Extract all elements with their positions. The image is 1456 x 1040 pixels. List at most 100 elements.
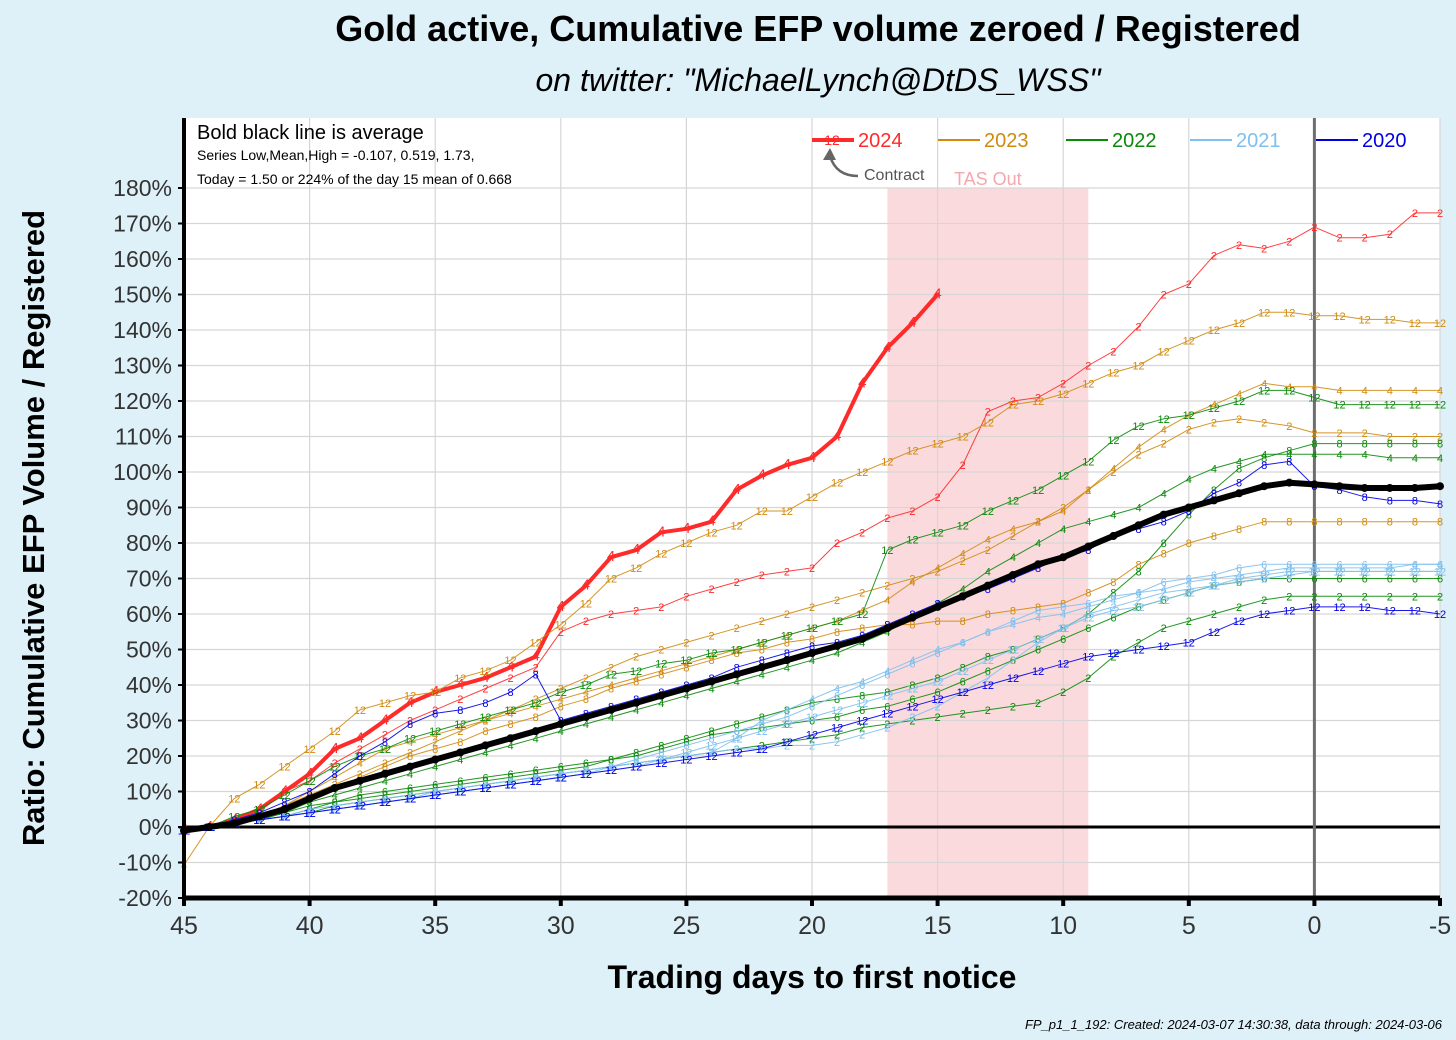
series-point-label: 8 [1060, 598, 1066, 610]
series-point-label: 12 [806, 623, 818, 635]
series-point-label: 2 [1010, 531, 1016, 543]
series-point-label: 12 [504, 779, 516, 791]
average-point [1184, 503, 1193, 512]
series-point-label: 6 [1437, 574, 1443, 586]
series-point-label: 4 [407, 790, 413, 802]
series-point-label: 12 [1132, 361, 1144, 373]
series-point-label: 6 [432, 790, 438, 802]
series-point-label: 2 [281, 787, 287, 799]
series-point-label: 8 [457, 779, 463, 791]
series-point-label: 4 [1437, 559, 1443, 571]
series-point-label: 4 [456, 676, 464, 693]
series-point-label: 6 [683, 737, 689, 749]
series-point-label: 8 [1311, 439, 1317, 451]
series-point-label: 2 [884, 581, 890, 593]
series-point-label: 4 [307, 804, 313, 816]
series-point-label: 8 [734, 648, 740, 660]
series-point-label: 4 [1085, 602, 1091, 614]
series-point-label: 2 [759, 570, 765, 582]
series-point-label: 2 [357, 744, 363, 756]
series-point-label: 6 [784, 712, 790, 724]
x-tick-label: 30 [547, 912, 575, 940]
series-point-label: 4 [908, 314, 916, 331]
series-point-label: 2 [784, 737, 790, 749]
average-point [808, 649, 816, 658]
series-point-label: 4 [533, 701, 539, 713]
series-point-label: 8 [1387, 439, 1393, 451]
series-point-label: 12 [680, 655, 692, 667]
series-point-label: 8 [482, 776, 488, 788]
average-point [1209, 496, 1218, 505]
series-point-label: 6 [633, 755, 639, 767]
series-point-label: 8 [909, 620, 915, 632]
series-point-label: 4 [558, 726, 564, 738]
series-point-label: 8 [1261, 460, 1267, 472]
series-point-label: 8 [1085, 609, 1091, 621]
series-point-label: 4 [1412, 385, 1418, 397]
series-point-label: 6 [909, 659, 915, 671]
series-point-label: 8 [935, 616, 941, 628]
series-point-label: 2 [1010, 655, 1016, 667]
series-point-label: 4 [809, 655, 815, 667]
series-point-label: 2 [432, 787, 438, 799]
series-point-label: 4 [1412, 453, 1418, 465]
average-point [330, 783, 339, 792]
series-point-label: 2 [382, 730, 388, 742]
average-point [1235, 489, 1244, 498]
series-point-label: 2 [784, 609, 790, 621]
series-point-label: 8 [1412, 517, 1418, 529]
series-point-label: 6 [809, 701, 815, 713]
series-point-label: 12 [1434, 318, 1446, 330]
series-point-label: 2 [1060, 503, 1066, 515]
series-point-label: 4 [1362, 563, 1368, 575]
series-point-label: 4 [558, 769, 564, 781]
series-point-label: 8 [1236, 524, 1242, 536]
series-point-label: 4 [1336, 449, 1342, 461]
series-point-label: 12 [781, 506, 793, 518]
y-tick-label: 60% [126, 601, 172, 627]
series-point-label: 12 [278, 811, 290, 823]
average-point [305, 794, 314, 803]
series-point-label: 12 [806, 712, 818, 724]
series-point-label: 4 [633, 673, 639, 685]
series-point-label: 2 [683, 751, 689, 763]
series-point-label: 2 [859, 730, 865, 742]
series-point-label: 2 [1161, 290, 1167, 302]
series-point-label: 2 [1387, 591, 1393, 603]
series-point-label: 2 [809, 563, 815, 575]
series-point-label: 12 [1308, 392, 1320, 404]
series-point-label: 4 [1010, 552, 1016, 564]
series-point-label: 4 [859, 605, 865, 617]
series-point-label: 4 [1161, 584, 1167, 596]
series-point-label: 4 [1336, 563, 1342, 575]
series-point-label: 2 [909, 716, 915, 728]
series-point-label: 6 [482, 783, 488, 795]
series-point-label: 8 [583, 762, 589, 774]
series-point-label: 4 [784, 705, 790, 717]
y-tick-label: 100% [113, 459, 172, 485]
series-point-label: 12 [1233, 616, 1245, 628]
series-point-label: 12 [404, 794, 416, 806]
series-point-label: 12 [906, 701, 918, 713]
series-point-label: 2 [1336, 566, 1342, 578]
series-point-label: 8 [859, 623, 865, 635]
series-point-label: 2 [1286, 421, 1292, 433]
series-point-label: 6 [708, 733, 714, 745]
series-point-label: 6 [1236, 563, 1242, 575]
series-point-label: 4 [658, 755, 664, 767]
series-point-label: 4 [1186, 474, 1192, 486]
series-point-label: 12 [1082, 378, 1094, 390]
series-point-label: 12 [831, 723, 843, 735]
x-tick-label: 25 [672, 912, 700, 940]
series-point-label: 4 [1387, 563, 1393, 575]
series-point-label: 4 [884, 627, 890, 639]
series-line [183, 311, 1441, 831]
series-point-label: 6 [1035, 645, 1041, 657]
series-point-label: 6 [1311, 559, 1317, 571]
series-point-label: 6 [608, 755, 614, 767]
series-point-label: 12 [982, 655, 994, 667]
series-point-label: 2 [1085, 485, 1091, 497]
series-point-label: 8 [1010, 645, 1016, 657]
average-point [757, 663, 766, 672]
series-point-label: 6 [1412, 559, 1418, 571]
